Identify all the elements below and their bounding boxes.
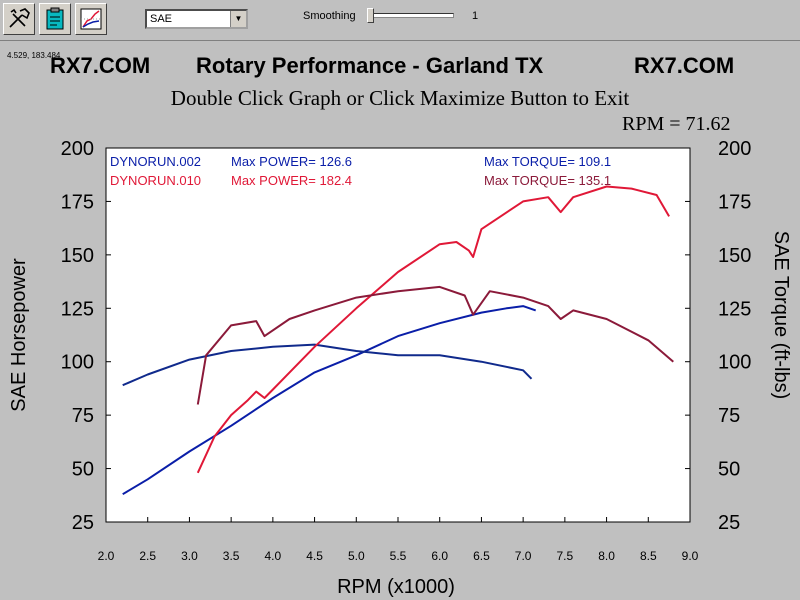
graph-settings-icon [80,8,102,30]
y-tick-label-right: 175 [718,191,751,213]
y-axis-label-left: SAE Horsepower [8,258,30,412]
x-tick-label: 3.0 [181,549,198,563]
y-tick-label-right: 25 [718,512,740,534]
correction-select-value: SAE [150,13,173,25]
legend-run1-power: Max POWER= 126.6 [231,154,352,169]
x-tick-label: 6.0 [431,549,448,563]
smoothing-slider-thumb[interactable] [367,8,374,23]
tools-icon [9,8,30,28]
y-tick-label-left: 175 [61,191,94,213]
x-tick-label: 4.0 [265,549,282,563]
smoothing-value: 1 [472,10,479,22]
y-tick-label-left: 50 [72,459,94,481]
series-dynorun-010-power [196,185,670,474]
y-axis: 25 25 50 50 75 75 100 100 125 125 150 150 175 175 200 2… [61,138,752,534]
graph-settings-button[interactable] [75,3,107,35]
toolbar: SAE ▼ Smoothing 1 [0,0,800,41]
y-tick-label-left: 75 [72,405,94,427]
x-tick-label: 6.5 [473,549,490,563]
rpm-readout: RPM = 71.62 [622,113,731,135]
correction-select[interactable]: SAE ▼ [145,9,248,29]
subtitle: Double Click Graph or Click Maximize But… [170,86,630,110]
x-axis: 2.0 2.5 3.0 3.5 4.0 4.5 5.0 5.5 6.0 6.5 7.0 7.5 8.0 8… [98,517,699,563]
header-left: RX7.COM [50,53,151,78]
x-tick-label: 7.5 [557,549,574,563]
x-tick-label: 8.5 [640,549,657,563]
x-tick-label: 5.5 [390,549,407,563]
x-tick-label: 5.0 [348,549,365,563]
plot-area[interactable] [105,147,691,523]
smoothing-label: Smoothing [303,10,356,22]
y-tick-label-right: 75 [718,405,740,427]
legend-run1-name: DYNORUN.002 [110,154,201,169]
y-tick-label-right: 150 [718,245,751,267]
y-tick-label-left: 150 [61,245,94,267]
chevron-down-icon[interactable]: ▼ [230,11,246,27]
x-tick-label: 4.5 [306,549,323,563]
y-tick-label-left: 100 [61,352,94,374]
clipboard-button[interactable] [39,3,71,35]
x-tick-label: 7.0 [515,549,532,563]
series-dynorun-010-torque [196,285,674,405]
y-tick-label-right: 200 [718,138,751,160]
y-tick-label-left: 125 [61,298,94,320]
y-tick-label-left: 200 [61,138,94,160]
y-tick-label-right: 50 [718,459,740,481]
legend-run1-torque: Max TORQUE= 109.1 [484,154,611,169]
tools-button[interactable] [3,3,35,35]
header-right: RX7.COM [634,53,735,78]
series-dynorun-002-torque [122,343,533,387]
clipboard-icon [46,7,64,30]
x-tick-label: 2.5 [139,549,156,563]
legend-run2-power: Max POWER= 182.4 [231,173,352,188]
legend-run2-name: DYNORUN.010 [110,173,201,188]
y-tick-label-right: 125 [718,298,751,320]
y-tick-label-left: 25 [72,512,94,534]
cursor-coordinate-readout: 4.529, 183.484 [7,51,61,60]
y-axis-label-right: SAE Torque (ft-lbs) [770,231,792,400]
smoothing-slider[interactable] [367,8,454,23]
y-tick-label-right: 100 [718,352,751,374]
series-group [122,185,674,496]
header-center: Rotary Performance - Garland TX [196,53,544,78]
x-axis-label: RPM (x1000) [337,576,455,598]
x-tick-label: 2.0 [98,549,115,563]
x-tick-label: 8.0 [598,549,615,563]
x-tick-label: 3.5 [223,549,240,563]
series-dynorun-002-power [122,305,537,496]
x-tick-label: 9.0 [682,549,699,563]
legend-run2-torque: Max TORQUE= 135.1 [484,173,611,188]
